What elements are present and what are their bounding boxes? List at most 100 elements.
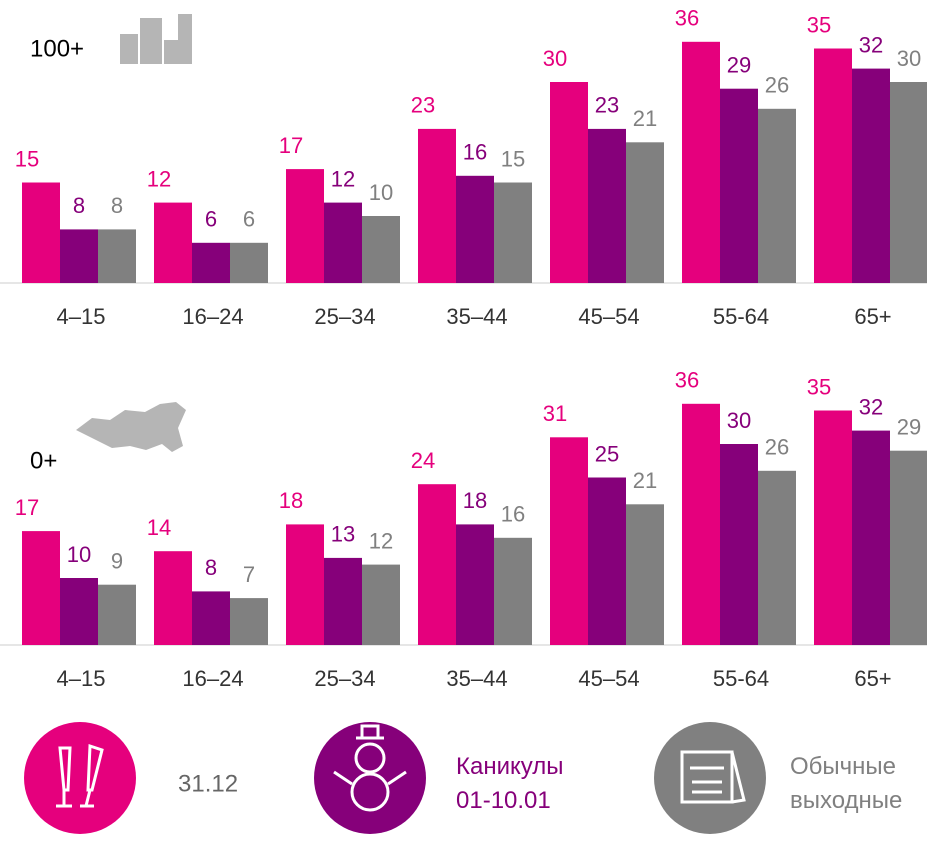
value-label: 32 <box>859 32 883 57</box>
bar <box>494 537 532 645</box>
snowman-body <box>350 772 390 812</box>
value-label: 26 <box>765 435 789 460</box>
chart-title: 0+ <box>30 447 57 474</box>
calendar <box>680 750 734 804</box>
x-tick-label: 45–54 <box>578 304 639 329</box>
bar <box>456 524 494 645</box>
buildings-icon <box>120 14 192 64</box>
bar <box>682 41 720 283</box>
x-tick-label: 16–24 <box>182 666 243 691</box>
bar <box>814 48 852 283</box>
legend-label: 31.12 <box>178 770 238 797</box>
value-label: 12 <box>147 166 171 191</box>
bar <box>682 403 720 645</box>
value-label: 14 <box>147 515 171 540</box>
legend-icon <box>654 722 766 834</box>
value-label: 17 <box>15 495 39 520</box>
value-label: 36 <box>675 368 699 393</box>
bar <box>626 142 664 283</box>
map-icon <box>76 402 186 452</box>
bar <box>626 504 664 645</box>
bar <box>758 470 796 645</box>
bar <box>324 202 362 283</box>
legend-label: Обычные выходные <box>790 753 902 814</box>
value-label: 18 <box>463 488 487 513</box>
bar <box>60 229 98 283</box>
x-tick-label: 4–15 <box>57 666 106 691</box>
value-label: 9 <box>111 549 123 574</box>
value-label: 10 <box>369 180 393 205</box>
value-label: 35 <box>807 374 831 399</box>
bar <box>588 477 626 645</box>
legend-label: Каникулы 01-10.01 <box>456 753 563 814</box>
value-label: 29 <box>727 53 751 78</box>
bar <box>890 450 927 645</box>
value-label: 15 <box>15 146 39 171</box>
bar <box>362 216 400 283</box>
value-label: 30 <box>897 46 921 71</box>
bar <box>362 564 400 645</box>
x-tick-label: 16–24 <box>182 304 243 329</box>
bar <box>324 557 362 645</box>
bar <box>60 578 98 645</box>
value-label: 10 <box>67 542 91 567</box>
bar <box>588 128 626 283</box>
bar <box>22 182 60 283</box>
value-label: 21 <box>633 106 657 131</box>
value-label: 24 <box>411 448 435 473</box>
x-tick-label: 65+ <box>854 304 891 329</box>
bar <box>154 551 192 645</box>
bar <box>154 202 192 283</box>
x-tick-label: 25–34 <box>314 666 375 691</box>
value-label: 21 <box>633 468 657 493</box>
bar <box>192 242 230 283</box>
value-label: 15 <box>501 146 525 171</box>
x-tick-label: 4–15 <box>57 304 106 329</box>
snowman <box>356 724 384 740</box>
value-label: 30 <box>727 408 751 433</box>
icon-drawings <box>56 724 746 812</box>
bar <box>286 169 324 283</box>
value-label: 8 <box>111 193 123 218</box>
calendar-stand <box>690 751 746 804</box>
x-tick-label: 55-64 <box>713 304 769 329</box>
x-tick-label: 25–34 <box>314 304 375 329</box>
x-tick-label: 45–54 <box>578 666 639 691</box>
bar <box>98 229 136 283</box>
x-tick-label: 35–44 <box>446 666 507 691</box>
value-label: 12 <box>369 528 393 553</box>
bar <box>286 524 324 645</box>
bar <box>456 175 494 283</box>
x-tick-label: 65+ <box>854 666 891 691</box>
legend-icon <box>314 722 426 834</box>
value-label: 12 <box>331 166 355 191</box>
bar <box>494 182 532 283</box>
bar <box>720 88 758 283</box>
bar <box>550 82 588 283</box>
value-label: 29 <box>897 415 921 440</box>
value-label: 6 <box>243 207 255 232</box>
chart-title: 100+ <box>30 35 84 62</box>
bar <box>890 82 927 283</box>
value-label: 6 <box>205 207 217 232</box>
value-label: 8 <box>73 193 85 218</box>
value-label: 36 <box>675 6 699 31</box>
glasses <box>56 743 104 808</box>
value-label: 23 <box>595 93 619 118</box>
value-label: 17 <box>279 133 303 158</box>
value-label: 16 <box>501 502 525 527</box>
value-label: 8 <box>205 555 217 580</box>
value-label: 25 <box>595 441 619 466</box>
bar <box>230 242 268 283</box>
value-label: 35 <box>807 12 831 37</box>
value-label: 23 <box>411 93 435 118</box>
bar <box>720 444 758 645</box>
x-tick-label: 55-64 <box>713 666 769 691</box>
bar <box>418 484 456 645</box>
x-tick-label: 35–44 <box>446 304 507 329</box>
bar <box>418 128 456 283</box>
value-label: 30 <box>543 46 567 71</box>
bar <box>550 437 588 645</box>
bar <box>758 108 796 283</box>
